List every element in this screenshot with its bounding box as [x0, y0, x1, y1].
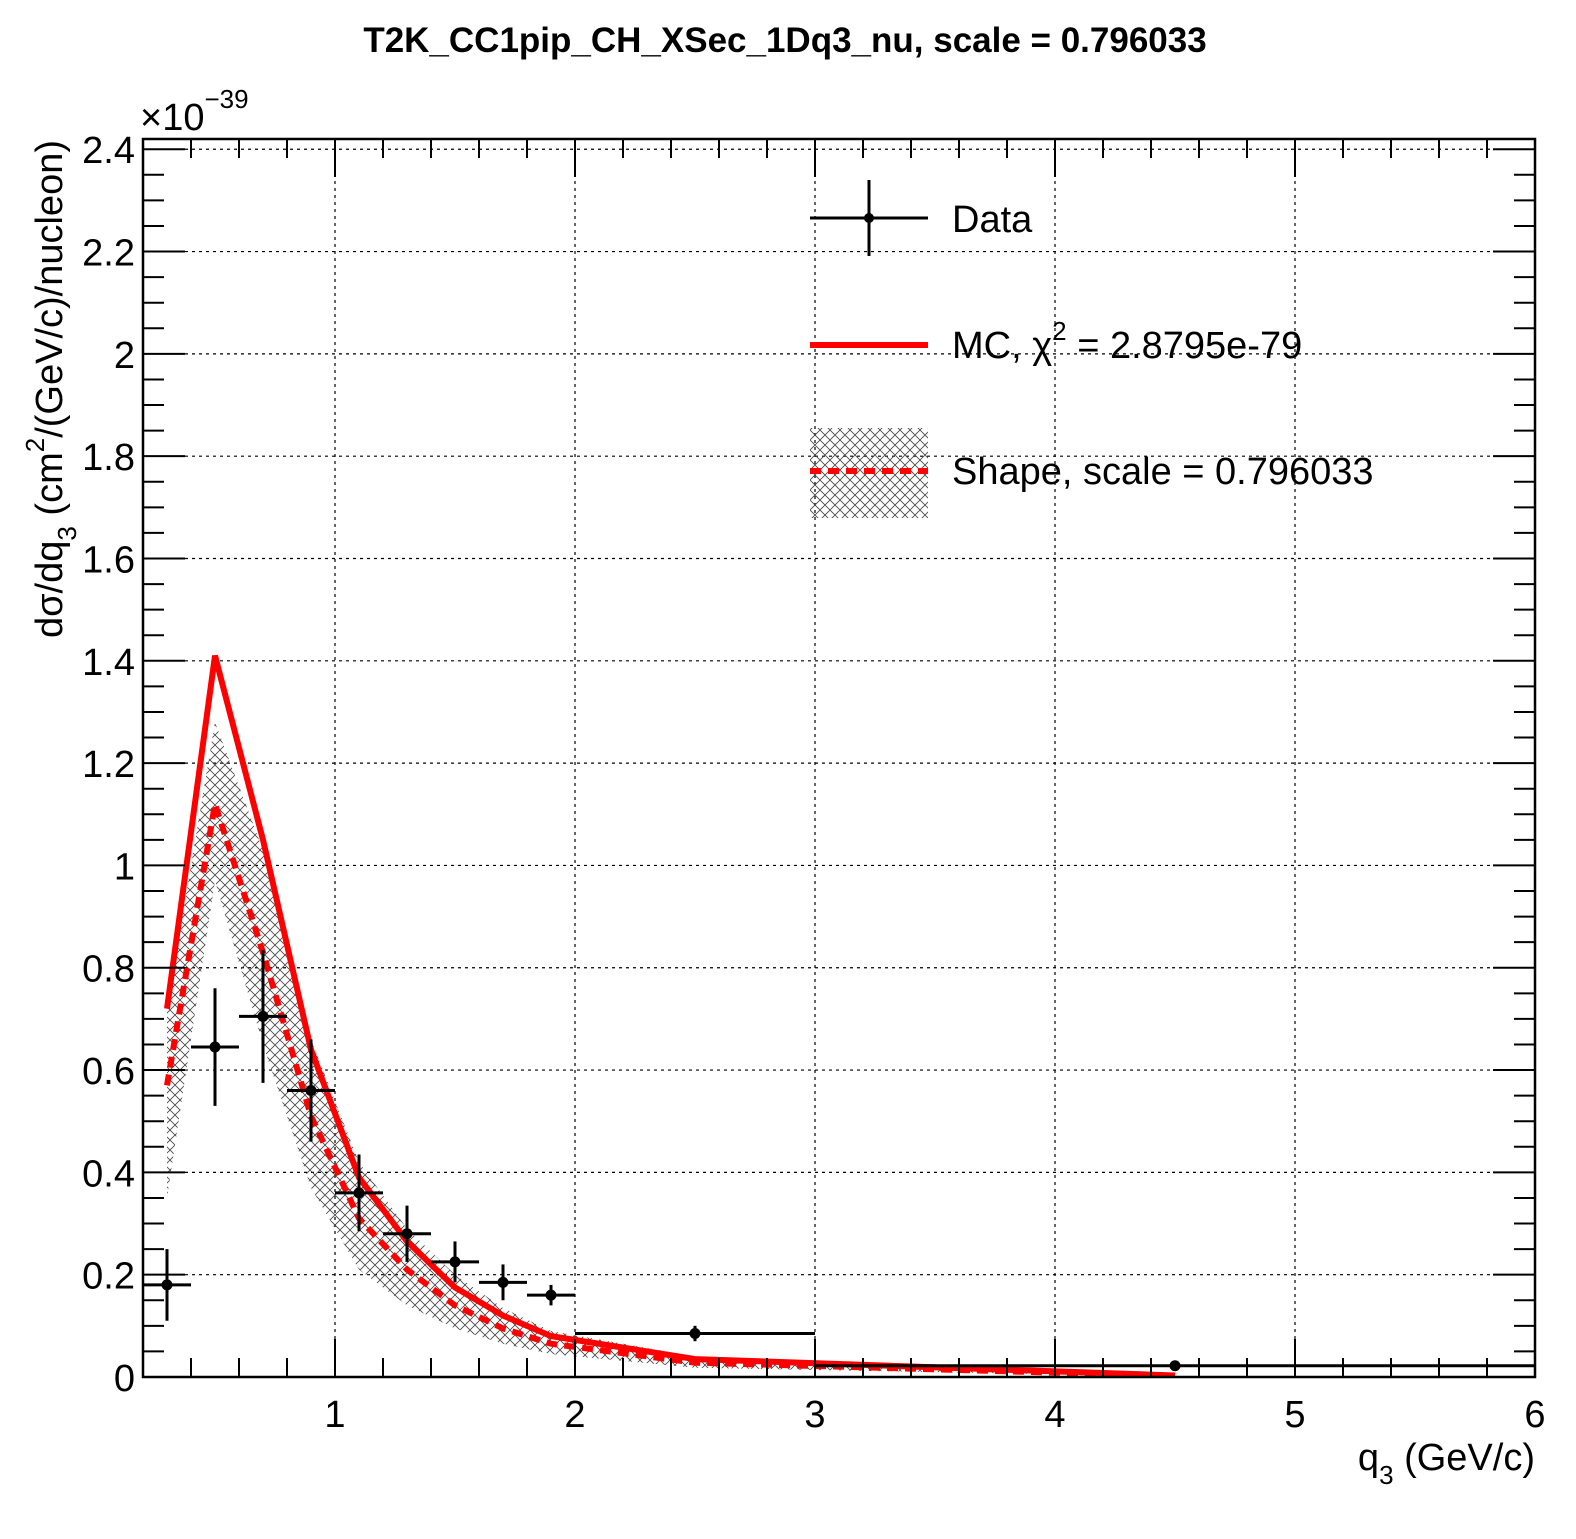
legend-entry-shape: Shape, scale = 0.796033: [810, 428, 1374, 518]
tick-labels: 1 2 3 4 5 6 0 0.2 0.4 0.6 0.8 1 1.2 1.4 1.6 1.8 2 2.2 2.4: [82, 130, 1545, 1436]
data-marker: [401, 1228, 413, 1240]
x-axis-label: q3 (GeV/c): [1358, 1437, 1535, 1490]
y-tick-label: 1.6: [82, 539, 135, 581]
data-point: [383, 1205, 431, 1262]
y-tick-label: 0: [114, 1358, 135, 1400]
y-tick-label: 2.2: [82, 233, 135, 275]
y-tick-label: 1.2: [82, 744, 135, 786]
y-tick-label: 0.6: [82, 1051, 135, 1093]
legend-entry-mc: MC, χ2 = 2.8795e-79: [810, 316, 1302, 367]
data-marker: [353, 1187, 365, 1199]
data-marker: [449, 1256, 461, 1268]
data-marker: [497, 1276, 509, 1288]
y-tick-label: 0.2: [82, 1256, 135, 1298]
x-tick-label: 4: [1044, 1394, 1065, 1436]
gridlines: [143, 139, 1535, 1377]
data-point: [287, 1039, 335, 1142]
data-point: [431, 1241, 479, 1283]
y-tick-label: 0.8: [82, 949, 135, 991]
x-tick-label: 3: [804, 1394, 825, 1436]
data-point: [527, 1284, 575, 1306]
data-point: [143, 1249, 191, 1321]
data-marker: [161, 1279, 173, 1291]
y-tick-label: 1.8: [82, 437, 135, 479]
data-marker: [689, 1328, 701, 1340]
chart-title: T2K_CC1pip_CH_XSec_1Dq3_nu, scale = 0.79…: [363, 21, 1206, 60]
y-axis-label: dσ/dq3 (cm2/(GeV/c)/nucleon): [20, 140, 82, 638]
legend-label-shape: Shape, scale = 0.796033: [952, 451, 1374, 493]
data-point: [335, 1154, 383, 1232]
series-lines: [164, 654, 1176, 1377]
y-multiplier: ×10−39: [140, 84, 249, 139]
data-marker: [257, 1010, 269, 1022]
y-tick-label: 0.4: [82, 1153, 135, 1195]
shape-dashed-line: [164, 803, 1176, 1377]
data-marker: [209, 1041, 221, 1053]
data-marker: [1169, 1360, 1181, 1372]
x-tick-label: 1: [324, 1394, 345, 1436]
shape-uncertainty-band: [167, 722, 1175, 1377]
data-point: [575, 1325, 815, 1342]
legend-entry-data: Data: [810, 180, 1033, 256]
y-tick-label: 1.4: [82, 642, 135, 684]
data-marker: [545, 1289, 557, 1301]
legend-label-data: Data: [952, 199, 1033, 241]
data-point: [239, 949, 287, 1083]
data-points: [143, 949, 1535, 1372]
data-marker: [305, 1085, 317, 1097]
data-point: [815, 1360, 1535, 1372]
y-tick-label: 2: [114, 335, 135, 377]
data-point: [191, 988, 239, 1106]
y-tick-label: 1: [114, 846, 135, 888]
shape-band-area: [167, 722, 1175, 1377]
x-tick-label: 5: [1284, 1394, 1305, 1436]
plot-frame: [141, 137, 1537, 1379]
axis-ticks: [142, 139, 1536, 1378]
legend: Data MC, χ2 = 2.8795e-79 Shape, scale = …: [810, 180, 1374, 518]
x-tick-label: 2: [564, 1394, 585, 1436]
y-tick-label: 2.4: [82, 130, 135, 172]
data-point: [479, 1264, 527, 1301]
legend-label-mc: MC, χ2 = 2.8795e-79: [952, 316, 1302, 367]
x-tick-label: 6: [1524, 1394, 1545, 1436]
